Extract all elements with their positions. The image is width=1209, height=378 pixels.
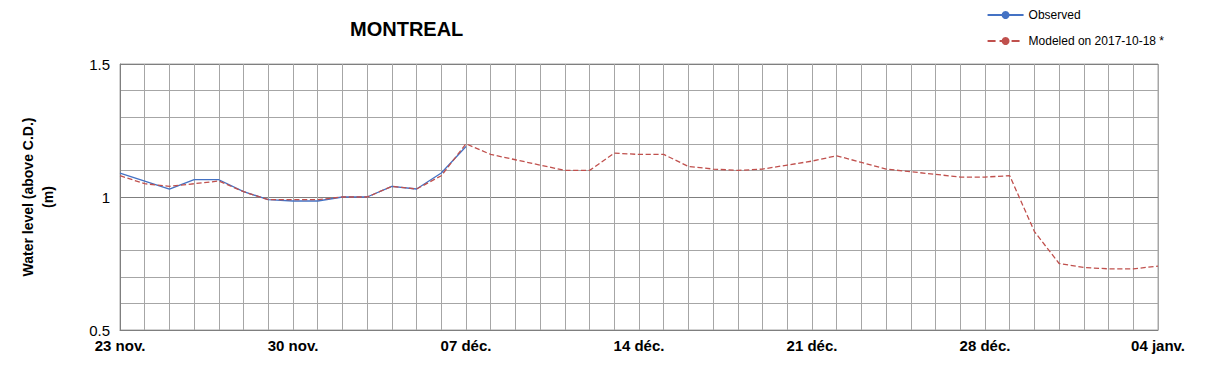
- svg-text:28 déc.: 28 déc.: [960, 337, 1011, 354]
- svg-text:07 déc.: 07 déc.: [441, 337, 492, 354]
- svg-text:30 nov.: 30 nov.: [268, 337, 319, 354]
- svg-text:1.5: 1.5: [89, 56, 110, 73]
- svg-text:Modeled on 2017-10-18 *: Modeled on 2017-10-18 *: [1029, 34, 1165, 48]
- svg-text:0.5: 0.5: [89, 322, 110, 339]
- svg-text:(m): (m): [40, 186, 56, 208]
- svg-text:MONTREAL: MONTREAL: [350, 18, 463, 40]
- svg-text:04 janv.: 04 janv.: [1131, 337, 1185, 354]
- svg-text:14 déc.: 14 déc.: [614, 337, 665, 354]
- svg-text:21 déc.: 21 déc.: [787, 337, 838, 354]
- svg-text:Observed: Observed: [1029, 8, 1081, 22]
- svg-text:23 nov.: 23 nov.: [95, 337, 146, 354]
- svg-text:1: 1: [102, 189, 110, 206]
- svg-text:Water level (above C.D.): Water level (above C.D.): [20, 118, 36, 277]
